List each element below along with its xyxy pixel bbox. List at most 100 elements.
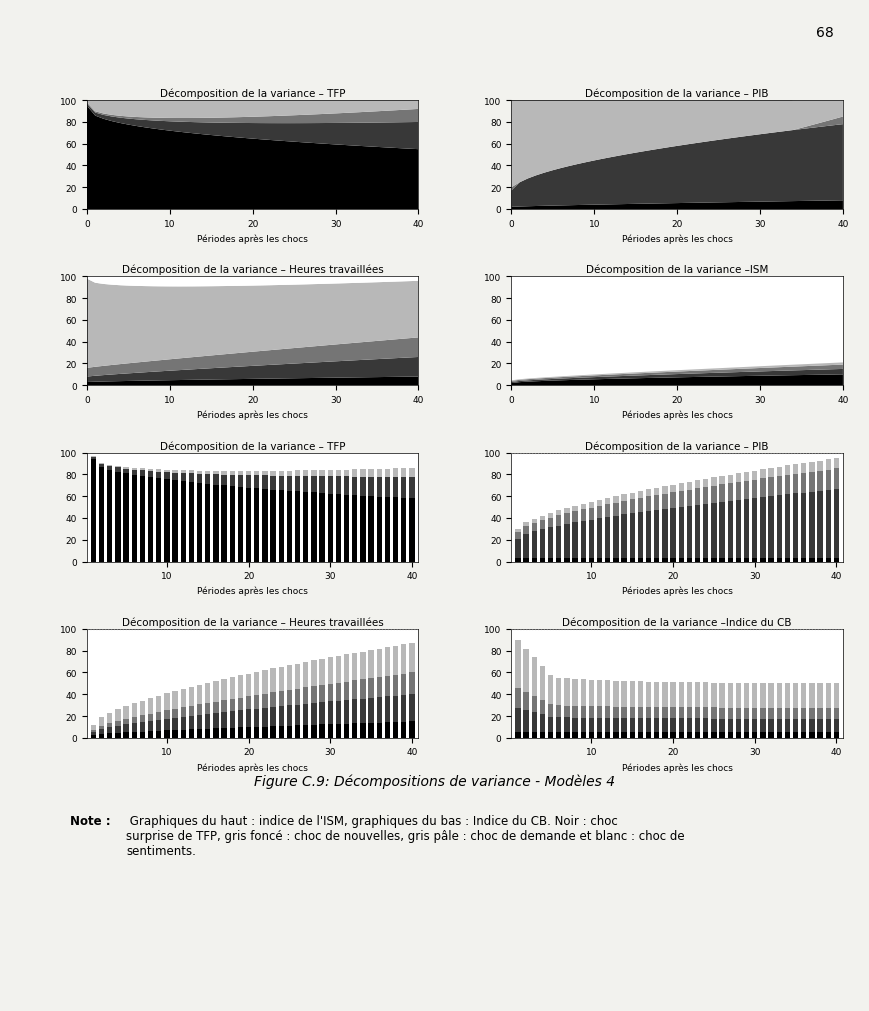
- Bar: [303, 687, 308, 704]
- Bar: [254, 476, 260, 488]
- Bar: [638, 559, 643, 562]
- Bar: [401, 722, 407, 738]
- Bar: [760, 479, 766, 497]
- Bar: [181, 708, 186, 717]
- Bar: [181, 717, 186, 730]
- Bar: [654, 488, 660, 495]
- Bar: [295, 726, 301, 738]
- Bar: [687, 733, 692, 738]
- Bar: [320, 470, 325, 477]
- Bar: [556, 526, 561, 559]
- Bar: [588, 707, 594, 718]
- Bar: [148, 453, 153, 469]
- Bar: [123, 467, 129, 469]
- Bar: [547, 717, 554, 733]
- Bar: [638, 498, 643, 513]
- Bar: [744, 683, 749, 708]
- Bar: [752, 559, 758, 562]
- Bar: [547, 514, 554, 518]
- Bar: [123, 733, 129, 738]
- Bar: [711, 486, 717, 503]
- Bar: [744, 719, 749, 733]
- Bar: [164, 694, 169, 711]
- Bar: [238, 711, 243, 728]
- Bar: [205, 714, 210, 729]
- Bar: [344, 655, 349, 681]
- Bar: [213, 713, 219, 729]
- Bar: [614, 681, 619, 707]
- Bar: [205, 453, 210, 471]
- Bar: [262, 670, 268, 694]
- Bar: [711, 682, 717, 708]
- Bar: [352, 700, 357, 724]
- Bar: [376, 453, 382, 469]
- Bar: [328, 684, 333, 702]
- Bar: [361, 699, 366, 723]
- Bar: [409, 695, 415, 722]
- Bar: [287, 471, 292, 476]
- Bar: [311, 477, 316, 493]
- Bar: [540, 530, 545, 559]
- X-axis label: Périodes après les chocs: Périodes après les chocs: [197, 762, 308, 771]
- Bar: [148, 478, 153, 562]
- Bar: [679, 483, 684, 491]
- Bar: [523, 559, 528, 562]
- Bar: [785, 466, 790, 475]
- Bar: [801, 683, 806, 708]
- Bar: [123, 469, 129, 474]
- Bar: [140, 476, 145, 562]
- Bar: [662, 719, 667, 733]
- Bar: [116, 453, 121, 466]
- Bar: [156, 713, 162, 720]
- Bar: [777, 719, 782, 733]
- Bar: [164, 470, 169, 472]
- Bar: [777, 708, 782, 719]
- Bar: [736, 559, 741, 562]
- Bar: [222, 453, 227, 471]
- Bar: [238, 728, 243, 738]
- Bar: [654, 495, 660, 511]
- Bar: [547, 675, 554, 705]
- Bar: [361, 496, 366, 562]
- Bar: [621, 501, 627, 515]
- X-axis label: Périodes après les chocs: Périodes après les chocs: [621, 410, 733, 420]
- Bar: [99, 467, 104, 562]
- Bar: [287, 491, 292, 562]
- Bar: [540, 521, 545, 530]
- Bar: [368, 469, 374, 477]
- Bar: [164, 731, 169, 738]
- Bar: [523, 711, 528, 733]
- Bar: [588, 509, 594, 520]
- Bar: [385, 453, 390, 469]
- Bar: [401, 477, 407, 498]
- Bar: [140, 471, 145, 476]
- Bar: [547, 528, 554, 559]
- Bar: [393, 453, 398, 469]
- Bar: [720, 559, 725, 562]
- Bar: [344, 477, 349, 495]
- Bar: [629, 514, 635, 559]
- Bar: [189, 687, 194, 706]
- Bar: [303, 725, 308, 738]
- Bar: [164, 711, 169, 719]
- Bar: [523, 693, 528, 711]
- Bar: [123, 725, 129, 733]
- Bar: [540, 559, 545, 562]
- Bar: [670, 492, 676, 509]
- Bar: [352, 495, 357, 562]
- Bar: [254, 696, 260, 709]
- Bar: [164, 719, 169, 731]
- Bar: [361, 723, 366, 738]
- Bar: [140, 453, 145, 469]
- Bar: [736, 474, 741, 482]
- Bar: [254, 709, 260, 727]
- Bar: [629, 499, 635, 514]
- Bar: [833, 733, 839, 738]
- Bar: [801, 473, 806, 493]
- Bar: [515, 559, 521, 562]
- Bar: [262, 727, 268, 738]
- Bar: [131, 718, 137, 723]
- Bar: [279, 490, 284, 562]
- Bar: [172, 473, 178, 481]
- Bar: [629, 733, 635, 738]
